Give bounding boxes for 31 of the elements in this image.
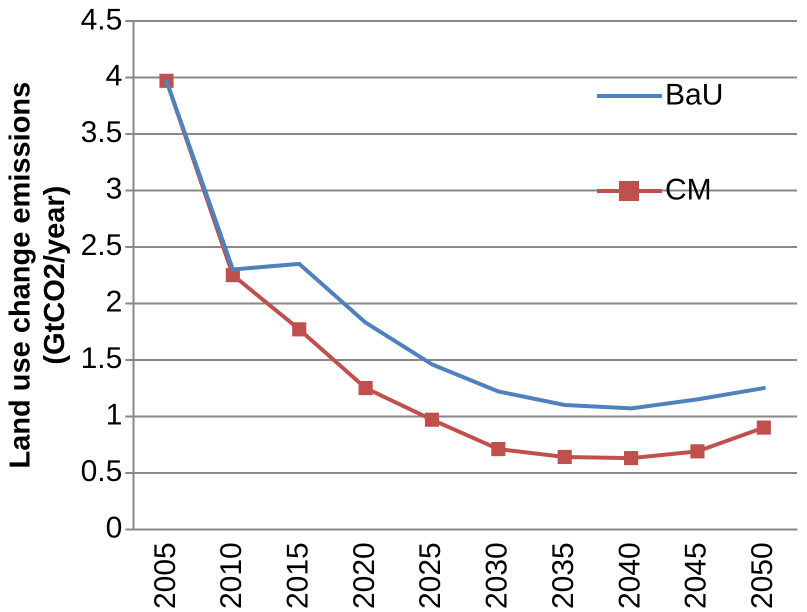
x-tick-label: 2010	[215, 542, 248, 610]
y-tick-label: 3.5	[80, 116, 122, 150]
y-tick-label: 0.5	[80, 455, 122, 488]
y-tick-label: 2	[106, 286, 122, 319]
y-tick-label: 1.5	[80, 342, 122, 376]
y-tick-label: 3	[106, 172, 122, 206]
y-tick-label: 4.5	[80, 3, 122, 36]
point	[756, 420, 771, 435]
point	[292, 322, 306, 336]
point	[358, 381, 373, 396]
point	[624, 451, 638, 466]
y-tick-label: 1	[106, 398, 122, 432]
legend-label: CM	[665, 173, 712, 206]
x-tick-label: 2050	[746, 542, 780, 610]
x-tick-label: 2020	[348, 542, 381, 610]
y-tick-label: 0	[106, 512, 122, 545]
x-tick-label: 2040	[613, 542, 646, 610]
x-tick-label: 2030	[480, 542, 514, 610]
x-tick-label: 2005	[148, 542, 182, 610]
y-tick-label: 4	[106, 60, 122, 93]
point	[690, 444, 705, 458]
legend-label: BaU	[665, 78, 724, 112]
x-tick-label: 2015	[281, 542, 314, 610]
x-tick-label: 2045	[680, 542, 713, 610]
point	[491, 442, 506, 456]
point	[424, 412, 440, 427]
y-axis-title: Land use change emissions (GtCO2/year)	[4, 82, 72, 469]
x-tick-label: 2035	[546, 542, 580, 610]
y-tick-label: 2.5	[80, 229, 122, 262]
x-tick-label: 2025	[414, 542, 448, 610]
point	[558, 450, 572, 464]
